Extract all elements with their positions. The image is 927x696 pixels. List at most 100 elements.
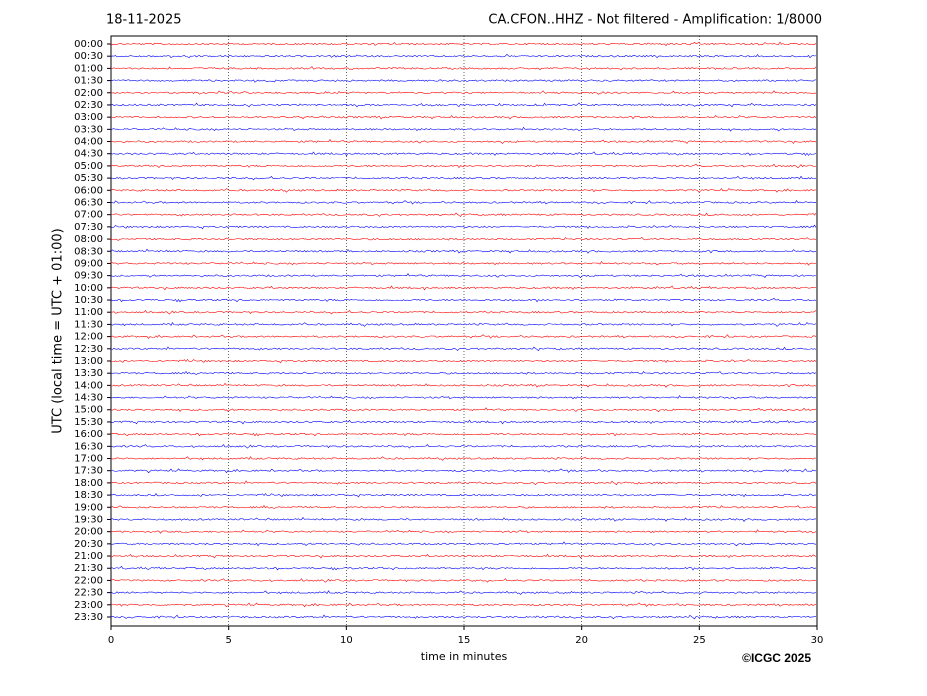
trace xyxy=(110,407,817,413)
y-tick-label: 19:30 xyxy=(74,514,103,525)
y-tick-label: 21:00 xyxy=(74,551,103,562)
trace xyxy=(110,468,817,474)
trace xyxy=(110,237,817,241)
trace xyxy=(110,163,817,169)
trace xyxy=(110,115,817,120)
trace xyxy=(110,273,817,278)
trace xyxy=(110,456,817,461)
y-tick-label: 06:00 xyxy=(74,185,103,196)
trace xyxy=(110,480,817,486)
x-tick-label: 5 xyxy=(225,635,231,646)
y-tick-label: 03:00 xyxy=(74,112,103,123)
y-tick-label: 09:00 xyxy=(74,258,103,269)
trace xyxy=(110,382,817,388)
trace xyxy=(110,151,817,157)
trace xyxy=(110,200,817,205)
y-tick-label: 20:00 xyxy=(74,527,103,538)
chart-date: 18-11-2025 xyxy=(106,13,182,28)
y-tick-label: 20:30 xyxy=(74,539,103,550)
y-tick-label: 16:30 xyxy=(74,441,103,452)
y-tick-label: 23:30 xyxy=(74,612,103,623)
trace xyxy=(110,212,817,218)
y-tick-label: 10:00 xyxy=(74,283,103,294)
y-tick-label: 08:30 xyxy=(74,246,103,257)
trace xyxy=(110,444,817,449)
y-tick-label: 22:00 xyxy=(74,575,103,586)
trace xyxy=(110,79,817,83)
y-tick-label: 06:30 xyxy=(74,197,103,208)
trace xyxy=(110,432,817,437)
y-tick-label: 04:30 xyxy=(74,149,103,160)
y-tick-label: 17:30 xyxy=(74,466,103,477)
x-tick-label: 15 xyxy=(458,635,471,646)
trace xyxy=(110,602,817,608)
x-tick-label: 25 xyxy=(693,635,706,646)
trace xyxy=(110,260,817,266)
trace xyxy=(110,614,817,620)
y-tick-label: 15:00 xyxy=(74,405,103,416)
trace xyxy=(110,285,817,291)
y-tick-label: 12:30 xyxy=(74,344,103,355)
y-tick-label: 02:00 xyxy=(74,88,103,99)
y-tick-label: 10:30 xyxy=(74,295,103,306)
trace xyxy=(110,565,817,571)
y-tick-label: 16:00 xyxy=(74,429,103,440)
trace xyxy=(110,90,817,95)
y-tick-label: 02:30 xyxy=(74,100,103,111)
y-tick-label: 00:00 xyxy=(74,39,103,50)
y-tick-label: 00:30 xyxy=(74,51,103,62)
y-tick-label: 22:30 xyxy=(74,588,103,599)
chart-title: CA.CFON..HHZ - Not filtered - Amplificat… xyxy=(488,13,822,28)
x-axis-label: time in minutes xyxy=(421,650,508,663)
trace xyxy=(110,493,817,498)
y-tick-label: 11:30 xyxy=(74,319,103,330)
y-tick-label: 13:30 xyxy=(74,368,103,379)
copyright: ©ICGC 2025 xyxy=(742,651,811,665)
trace xyxy=(110,517,817,522)
trace xyxy=(110,126,817,132)
trace xyxy=(110,334,817,339)
y-tick-label: 09:30 xyxy=(74,271,103,282)
y-tick-label: 11:00 xyxy=(74,307,103,318)
trace xyxy=(110,66,817,71)
trace xyxy=(110,529,817,534)
trace xyxy=(110,297,817,303)
trace xyxy=(110,358,817,364)
trace xyxy=(110,419,817,425)
y-tick-label: 03:30 xyxy=(74,124,103,135)
x-tick-label: 20 xyxy=(575,635,588,646)
y-tick-label: 05:00 xyxy=(74,161,103,172)
trace xyxy=(110,370,817,375)
x-tick-label: 30 xyxy=(811,635,824,646)
trace xyxy=(110,590,817,595)
y-tick-label: 14:00 xyxy=(74,380,103,391)
y-tick-label: 14:30 xyxy=(74,393,103,404)
trace xyxy=(110,102,817,108)
trace xyxy=(110,541,817,547)
y-tick-label: 19:00 xyxy=(74,502,103,513)
trace xyxy=(110,41,817,47)
y-tick-label: 08:00 xyxy=(74,234,103,245)
x-tick-label: 0 xyxy=(108,635,114,646)
y-tick-label: 21:30 xyxy=(74,563,103,574)
y-tick-label: 18:30 xyxy=(74,490,103,501)
y-tick-label: 12:00 xyxy=(74,332,103,343)
y-tick-label: 15:30 xyxy=(74,417,103,428)
y-tick-label: 04:00 xyxy=(74,137,103,148)
trace xyxy=(110,188,817,193)
trace xyxy=(110,53,817,59)
trace xyxy=(110,553,817,559)
trace xyxy=(110,346,817,352)
y-axis-label: UTC (local time = UTC + 01:00) xyxy=(51,228,66,433)
y-tick-label: 13:00 xyxy=(74,356,103,367)
trace xyxy=(110,310,817,315)
y-tick-label: 01:30 xyxy=(74,76,103,87)
trace xyxy=(110,248,817,254)
y-tick-label: 23:00 xyxy=(74,600,103,611)
y-tick-label: 17:00 xyxy=(74,454,103,465)
trace xyxy=(110,578,817,583)
trace xyxy=(110,322,817,327)
y-tick-label: 07:00 xyxy=(74,210,103,221)
trace xyxy=(110,505,817,509)
y-tick-label: 05:30 xyxy=(74,173,103,184)
